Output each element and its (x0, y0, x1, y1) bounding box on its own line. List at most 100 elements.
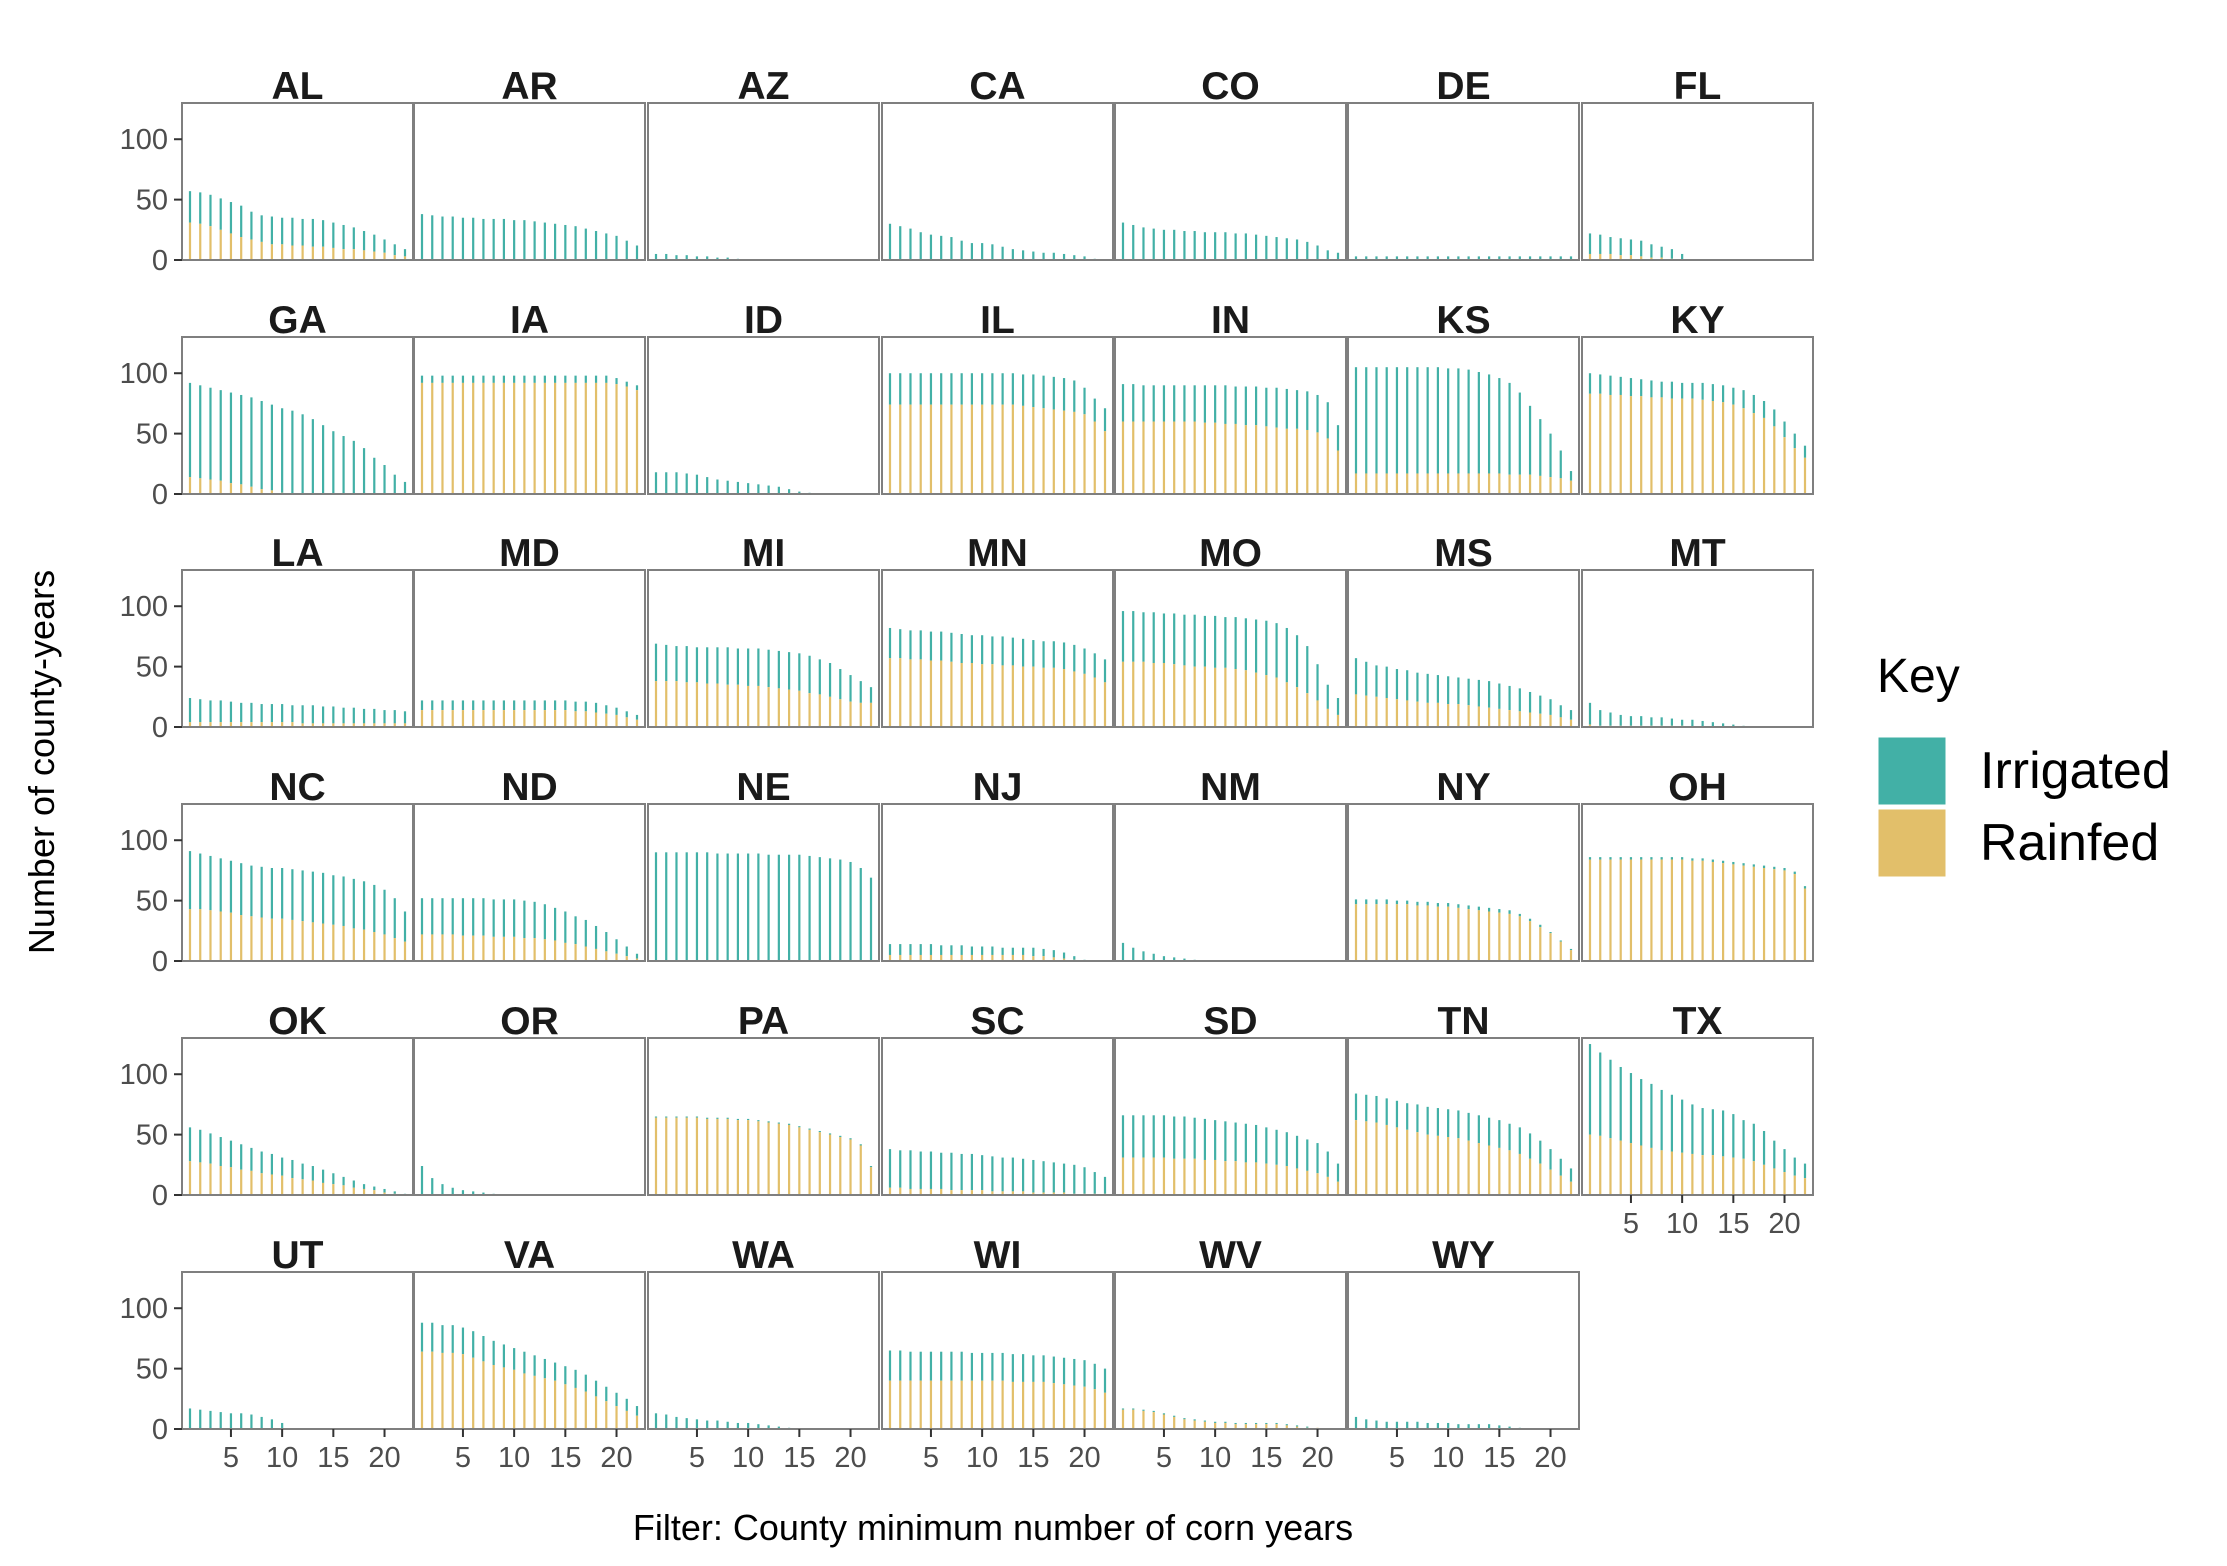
bar-irrigated-ky-19 (1773, 409, 1776, 427)
bar-irrigated-pa-6 (706, 1117, 709, 1119)
bar-irrigated-oh-10 (1681, 857, 1684, 860)
bar-irrigated-id-7 (716, 479, 719, 494)
bar-rainfed-al-13 (311, 246, 314, 260)
facet-il: IL (881, 299, 1114, 495)
bar-irrigated-la-4 (219, 700, 222, 723)
bar-irrigated-ia-13 (543, 375, 546, 383)
bar-rainfed-oh-9 (1670, 859, 1674, 961)
bar-rainfed-md-9 (502, 710, 506, 727)
bar-irrigated-ia-16 (574, 375, 577, 383)
y-tick-label: 50 (136, 1354, 168, 1386)
bar-irrigated-la-20 (383, 710, 386, 724)
bar-rainfed-ky-10 (1681, 398, 1684, 494)
bar-irrigated-ky-15 (1732, 387, 1735, 405)
panel-border (1114, 803, 1347, 962)
bar-rainfed-tn-17 (1518, 1153, 1521, 1195)
bar-irrigated-ok-4 (219, 1137, 222, 1167)
bar-irrigated-ky-11 (1691, 382, 1694, 399)
bar-irrigated-ky-10 (1681, 382, 1684, 399)
bar-irrigated-ca-17 (1052, 252, 1055, 260)
bar-rainfed-wi-15 (1032, 1381, 1035, 1429)
bar-irrigated-la-5 (229, 701, 233, 723)
bar-irrigated-md-6 (472, 700, 475, 711)
panel-background (1348, 804, 1579, 961)
bar-irrigated-pa-22 (869, 1166, 873, 1168)
bar-rainfed-ms-14 (1487, 707, 1491, 727)
bar-rainfed-oh-12 (1701, 860, 1704, 961)
bar-rainfed-ny-1 (1354, 904, 1358, 961)
bar-irrigated-mi-12 (767, 649, 770, 688)
panel-background (1348, 570, 1579, 727)
bar-rainfed-va-14 (553, 1380, 557, 1429)
bar-irrigated-nd-18 (594, 925, 598, 949)
facet-label-az: AZ (738, 65, 790, 108)
bar-rainfed-ky-15 (1732, 404, 1735, 494)
bar-rainfed-mn-5 (929, 660, 933, 727)
bar-irrigated-la-21 (393, 710, 396, 724)
bar-rainfed-ia-11 (523, 382, 526, 494)
bar-irrigated-wv-19 (1306, 1426, 1309, 1428)
bar-rainfed-va-1 (420, 1351, 424, 1429)
bar-rainfed-ia-22 (635, 390, 639, 494)
bar-irrigated-il-2 (899, 373, 902, 405)
panel-background (1582, 1038, 1813, 1195)
bar-irrigated-ky-1 (1588, 373, 1592, 394)
bar-irrigated-ky-13 (1711, 384, 1714, 402)
bar-rainfed-ok-18 (362, 1188, 366, 1195)
bar-irrigated-ut-2 (199, 1409, 202, 1429)
bar-irrigated-wa-4 (685, 1418, 688, 1429)
bar-irrigated-al-10 (281, 217, 284, 245)
bar-irrigated-co-16 (1275, 237, 1278, 260)
bar-rainfed-tn-11 (1457, 1138, 1460, 1195)
bar-irrigated-al-16 (342, 224, 345, 250)
bar-irrigated-in-19 (1306, 391, 1309, 430)
bar-rainfed-wi-20 (1083, 1386, 1086, 1429)
bar-rainfed-nj-1 (888, 954, 892, 961)
bar-rainfed-in-9 (1203, 422, 1207, 494)
bar-irrigated-wy-13 (1477, 1424, 1480, 1429)
bar-irrigated-mi-2 (665, 644, 668, 682)
bar-rainfed-ky-11 (1691, 398, 1694, 494)
bar-rainfed-tx-6 (1640, 1145, 1643, 1195)
bar-irrigated-ks-17 (1518, 392, 1521, 475)
bar-rainfed-fl-3 (1609, 253, 1612, 260)
bar-rainfed-il-21 (1093, 421, 1096, 494)
bar-irrigated-de-5 (1395, 256, 1399, 260)
bar-irrigated-tn-18 (1528, 1133, 1532, 1159)
bar-rainfed-ok-20 (383, 1192, 386, 1195)
bar-irrigated-mo-17 (1285, 627, 1288, 683)
bar-rainfed-la-5 (229, 722, 233, 727)
bar-irrigated-sd-12 (1234, 1122, 1237, 1162)
bar-rainfed-va-13 (543, 1378, 546, 1429)
bar-irrigated-al-22 (403, 249, 407, 257)
bar-irrigated-ny-22 (1569, 948, 1573, 951)
bar-irrigated-or-2 (431, 1178, 434, 1195)
bar-irrigated-wa-6 (706, 1420, 709, 1429)
bar-rainfed-la-2 (199, 722, 202, 727)
bar-rainfed-il-18 (1062, 410, 1066, 494)
y-tick-label: 0 (152, 712, 168, 744)
legend-label-rainfed: Rainfed (1980, 814, 2159, 872)
bar-rainfed-tn-6 (1406, 1129, 1409, 1195)
bar-rainfed-pa-13 (777, 1123, 780, 1195)
bar-rainfed-sd-11 (1224, 1161, 1227, 1195)
bar-irrigated-co-8 (1193, 231, 1196, 260)
bar-irrigated-ne-19 (839, 859, 842, 961)
facet-label-ks: KS (1436, 299, 1490, 342)
bar-rainfed-nc-5 (229, 912, 233, 961)
bar-irrigated-il-19 (1073, 380, 1076, 412)
facet-oh: OH (1581, 766, 1814, 962)
bar-rainfed-tn-12 (1467, 1140, 1470, 1195)
bar-irrigated-tx-6 (1640, 1079, 1643, 1146)
bar-irrigated-wv-2 (1132, 1408, 1135, 1410)
bar-irrigated-in-6 (1173, 385, 1176, 422)
panel-border (413, 803, 646, 962)
bar-irrigated-tn-14 (1487, 1117, 1491, 1146)
bar-irrigated-ny-12 (1467, 905, 1470, 910)
bar-rainfed-mo-15 (1265, 675, 1268, 727)
bar-irrigated-wi-20 (1083, 1360, 1086, 1387)
y-tick-label: 100 (120, 1059, 168, 1091)
bar-rainfed-ny-14 (1487, 911, 1491, 961)
bar-irrigated-ar-15 (564, 224, 567, 260)
bar-irrigated-sd-9 (1203, 1118, 1207, 1160)
